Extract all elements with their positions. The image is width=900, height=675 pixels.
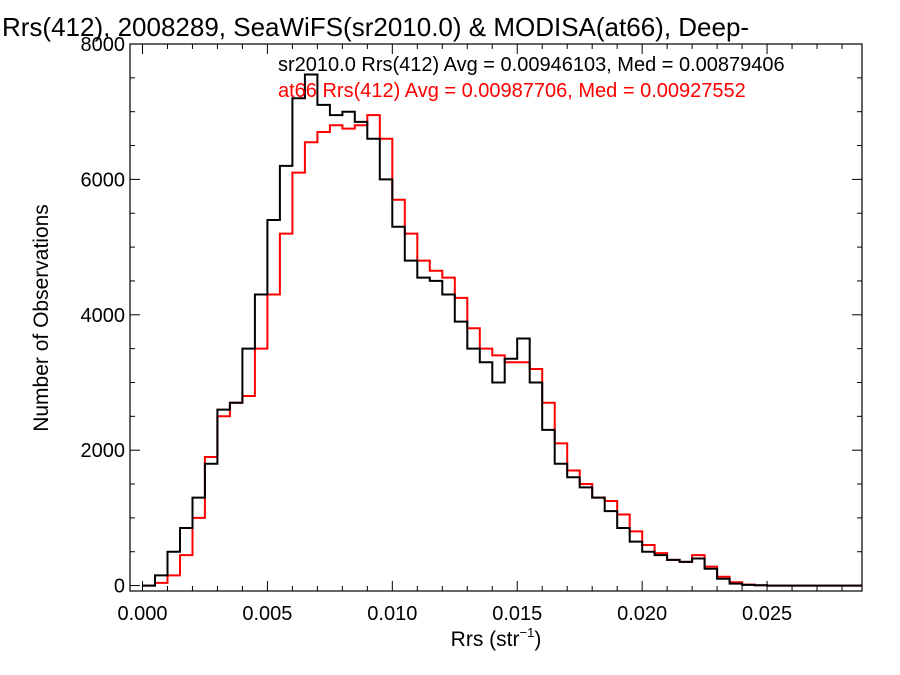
y-tick-label: 8000 [81,34,126,56]
x-axis-label-superscript: −1 [520,625,535,640]
y-axis-label: Number of Observations [30,204,53,432]
x-axis-label-main: Rrs (str [451,628,520,651]
axis-tick-labels: 0.000 0.005 0.010 0.015 0.020 0.025 0 2000 4000 6… [81,34,793,625]
x-tick-label: 0.000 [117,603,167,625]
x-tick-label: 0.005 [242,603,292,625]
plot-lines [142,73,862,587]
y-tick-label: 6000 [81,169,126,191]
y-tick-label: 0 [114,576,125,598]
x-tick-label: 0.010 [367,603,417,625]
x-tick-label: 0.020 [617,603,667,625]
x-axis-label: Rrs (str−1) [451,625,542,651]
series-line-sr2010-0 [142,73,862,587]
y-tick-label: 4000 [81,305,126,327]
y-tick-label: 2000 [81,440,126,462]
annotation-sr2010: sr2010.0 Rrs(412) Avg = 0.00946103, Med … [278,54,785,76]
axis-ticks [130,43,862,591]
x-tick-label: 0.025 [742,603,792,625]
chart-title: Rrs(412), 2008289, SeaWiFS(sr2010.0) & M… [2,12,749,42]
x-axis-label-close: ) [534,628,541,651]
annotation-at66: at66 Rrs(412) Avg = 0.00987706, Med = 0.… [278,80,746,102]
series-line-at66 [142,114,862,587]
x-tick-label: 0.015 [492,603,542,625]
plot-frame [129,43,863,592]
